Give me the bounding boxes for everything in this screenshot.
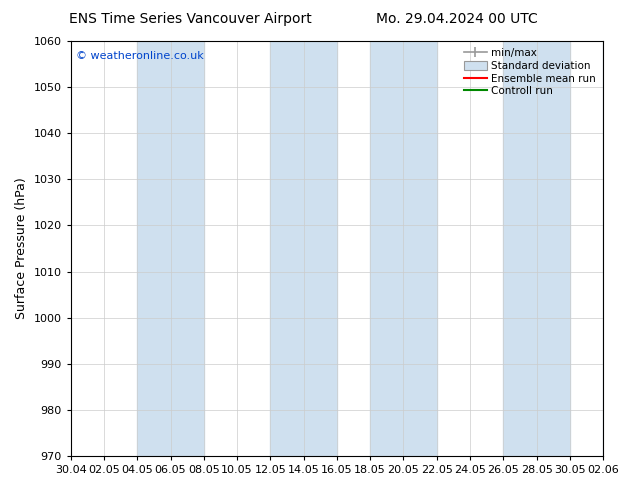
Y-axis label: Surface Pressure (hPa): Surface Pressure (hPa) [15,178,28,319]
Bar [370,41,437,456]
Text: Mo. 29.04.2024 00 UTC: Mo. 29.04.2024 00 UTC [375,12,538,26]
Text: ENS Time Series Vancouver Airport: ENS Time Series Vancouver Airport [69,12,311,26]
Bar [137,41,204,456]
Bar [270,41,337,456]
Bar [503,41,570,456]
Bar [603,41,634,456]
Text: © weatheronline.co.uk: © weatheronline.co.uk [76,51,204,61]
Legend: min/max, Standard deviation, Ensemble mean run, Controll run: min/max, Standard deviation, Ensemble me… [462,46,598,98]
